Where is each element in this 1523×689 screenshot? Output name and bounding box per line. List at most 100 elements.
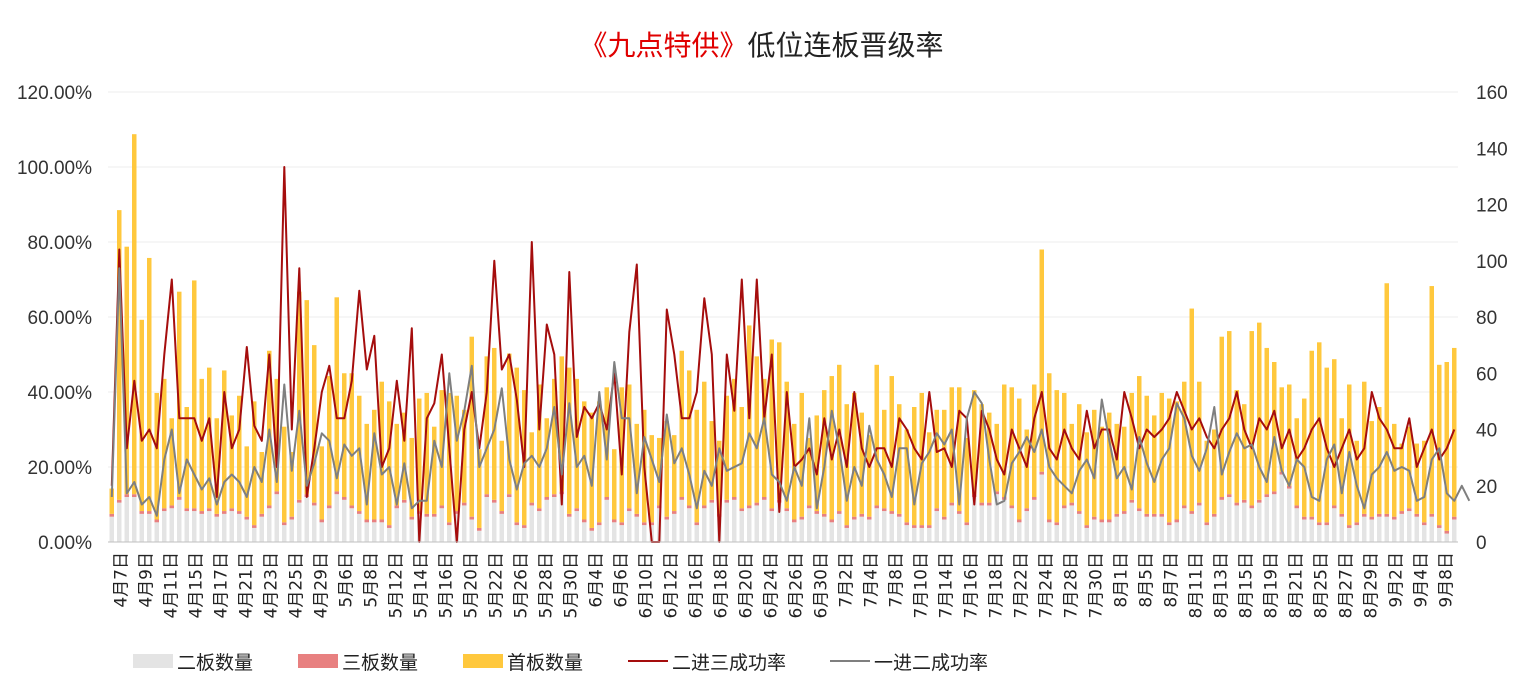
bar-segment-3 <box>1017 398 1022 520</box>
bar-segment-1 <box>1287 488 1292 542</box>
bar-segment-1 <box>1324 525 1329 542</box>
x-tick-label: 7月14日 <box>937 552 957 618</box>
bar-segment-2 <box>739 508 744 512</box>
bar-segment-3 <box>687 370 692 506</box>
bar-segment-2 <box>319 519 324 523</box>
bar-segment-2 <box>492 499 497 503</box>
bar-segment-2 <box>1279 471 1284 475</box>
bar-segment-1 <box>1234 505 1239 542</box>
bar-segment-1 <box>1197 505 1202 542</box>
bar-segment-1 <box>1002 499 1007 542</box>
bar-segment-1 <box>814 513 819 542</box>
bar-segment-2 <box>1129 499 1134 503</box>
bar-segment-2 <box>1062 505 1067 509</box>
bar-segment-1 <box>919 527 924 542</box>
bar-segment-1 <box>1249 508 1254 542</box>
x-tick-label: 4月25日 <box>287 552 307 618</box>
bar-segment-3 <box>882 409 887 509</box>
bar-segment-2 <box>1249 505 1254 509</box>
x-tick-label: 8月19日 <box>1262 552 1282 618</box>
bar-segment-1 <box>1099 522 1104 542</box>
bar-segment-3 <box>312 345 317 503</box>
bar-segment-3 <box>252 401 257 526</box>
bar-segment-2 <box>784 508 789 512</box>
bar-segment-2 <box>147 511 152 514</box>
bar-segment-1 <box>1377 516 1382 542</box>
x-tick-label: 8月13日 <box>1212 552 1232 618</box>
bar-segment-2 <box>1182 505 1187 509</box>
bar-segment-1 <box>387 527 392 542</box>
bar-segment-3 <box>1377 407 1382 514</box>
bar-segment-3 <box>492 347 497 500</box>
bar-segment-3 <box>214 418 219 514</box>
bar-segment-2 <box>957 511 962 514</box>
x-tick-label: 5月14日 <box>412 552 432 618</box>
bar-segment-3 <box>372 409 377 520</box>
bar-segment-3 <box>1189 308 1194 512</box>
bar-segment-3 <box>477 449 482 528</box>
x-tick-label: 8月15日 <box>1237 552 1257 618</box>
x-tick-label: 6月4日 <box>587 552 607 608</box>
bar-segment-2 <box>394 505 399 509</box>
legend-label: 一进二成功率 <box>874 652 988 674</box>
bar-segment-3 <box>507 353 512 495</box>
bar-segment-3 <box>852 392 857 517</box>
bar-segment-1 <box>537 511 542 542</box>
bar-segment-3 <box>454 395 459 512</box>
bar-segment-3 <box>222 370 227 512</box>
bar-segment-1 <box>199 513 204 542</box>
bar-segment-1 <box>297 502 302 542</box>
bar-segment-1 <box>229 511 234 542</box>
bar-segment-3 <box>1227 331 1232 495</box>
bar-segment-2 <box>1302 516 1307 520</box>
bar-segment-2 <box>1317 522 1322 526</box>
bar-segment-2 <box>109 513 114 517</box>
bar-segment-3 <box>1197 381 1202 503</box>
x-tick-label: 7月4日 <box>862 552 882 608</box>
x-tick-label: 8月25日 <box>1312 552 1332 618</box>
bar-segment-3 <box>1009 387 1014 506</box>
bar-segment-1 <box>1264 497 1269 542</box>
bar-segment-1 <box>724 502 729 542</box>
bar-segment-2 <box>1339 513 1344 517</box>
x-tick-label: 4月23日 <box>262 552 282 618</box>
bar-segment-1 <box>987 505 992 542</box>
bar-segment-1 <box>1242 502 1247 542</box>
bar-segment-2 <box>1159 513 1164 517</box>
bar-segment-1 <box>619 525 624 542</box>
bar-segment-1 <box>267 508 272 542</box>
right-tick-label: 80 <box>1476 308 1497 329</box>
bar-segment-3 <box>769 339 774 509</box>
bar-segment-2 <box>1257 499 1262 503</box>
bar-segment-2 <box>312 502 317 506</box>
bar-segment-3 <box>387 401 392 526</box>
bar-segment-2 <box>769 508 774 512</box>
bar-segment-2 <box>169 505 174 509</box>
legend-label: 首板数量 <box>507 652 583 674</box>
bar-segment-2 <box>912 525 917 528</box>
x-tick-label: 6月12日 <box>662 552 682 618</box>
bar-segment-2 <box>222 511 227 514</box>
bar-segment-1 <box>612 522 617 542</box>
bar-segment-3 <box>1167 398 1172 523</box>
bar-segment-2 <box>852 516 857 520</box>
bar-segment-3 <box>424 392 429 514</box>
bar-segment-3 <box>132 134 137 495</box>
bar-segment-1 <box>1219 499 1224 542</box>
x-tick-label: 6月30日 <box>812 552 832 618</box>
bar-segment-1 <box>147 513 152 542</box>
bar-segment-3 <box>1092 409 1097 517</box>
bar-segment-2 <box>297 499 302 503</box>
bar-segment-2 <box>1414 513 1419 517</box>
bar-segment-2 <box>987 502 992 506</box>
bar-segment-2 <box>904 522 909 526</box>
bar-segment-2 <box>649 522 654 526</box>
x-tick-label: 5月20日 <box>462 552 482 618</box>
bar-segment-3 <box>484 356 489 495</box>
bar-segment-2 <box>192 508 197 512</box>
bar-segment-3 <box>1332 359 1337 506</box>
bar-segment-2 <box>132 494 137 497</box>
bar-segment-1 <box>822 516 827 542</box>
bar-segment-2 <box>1189 511 1194 514</box>
